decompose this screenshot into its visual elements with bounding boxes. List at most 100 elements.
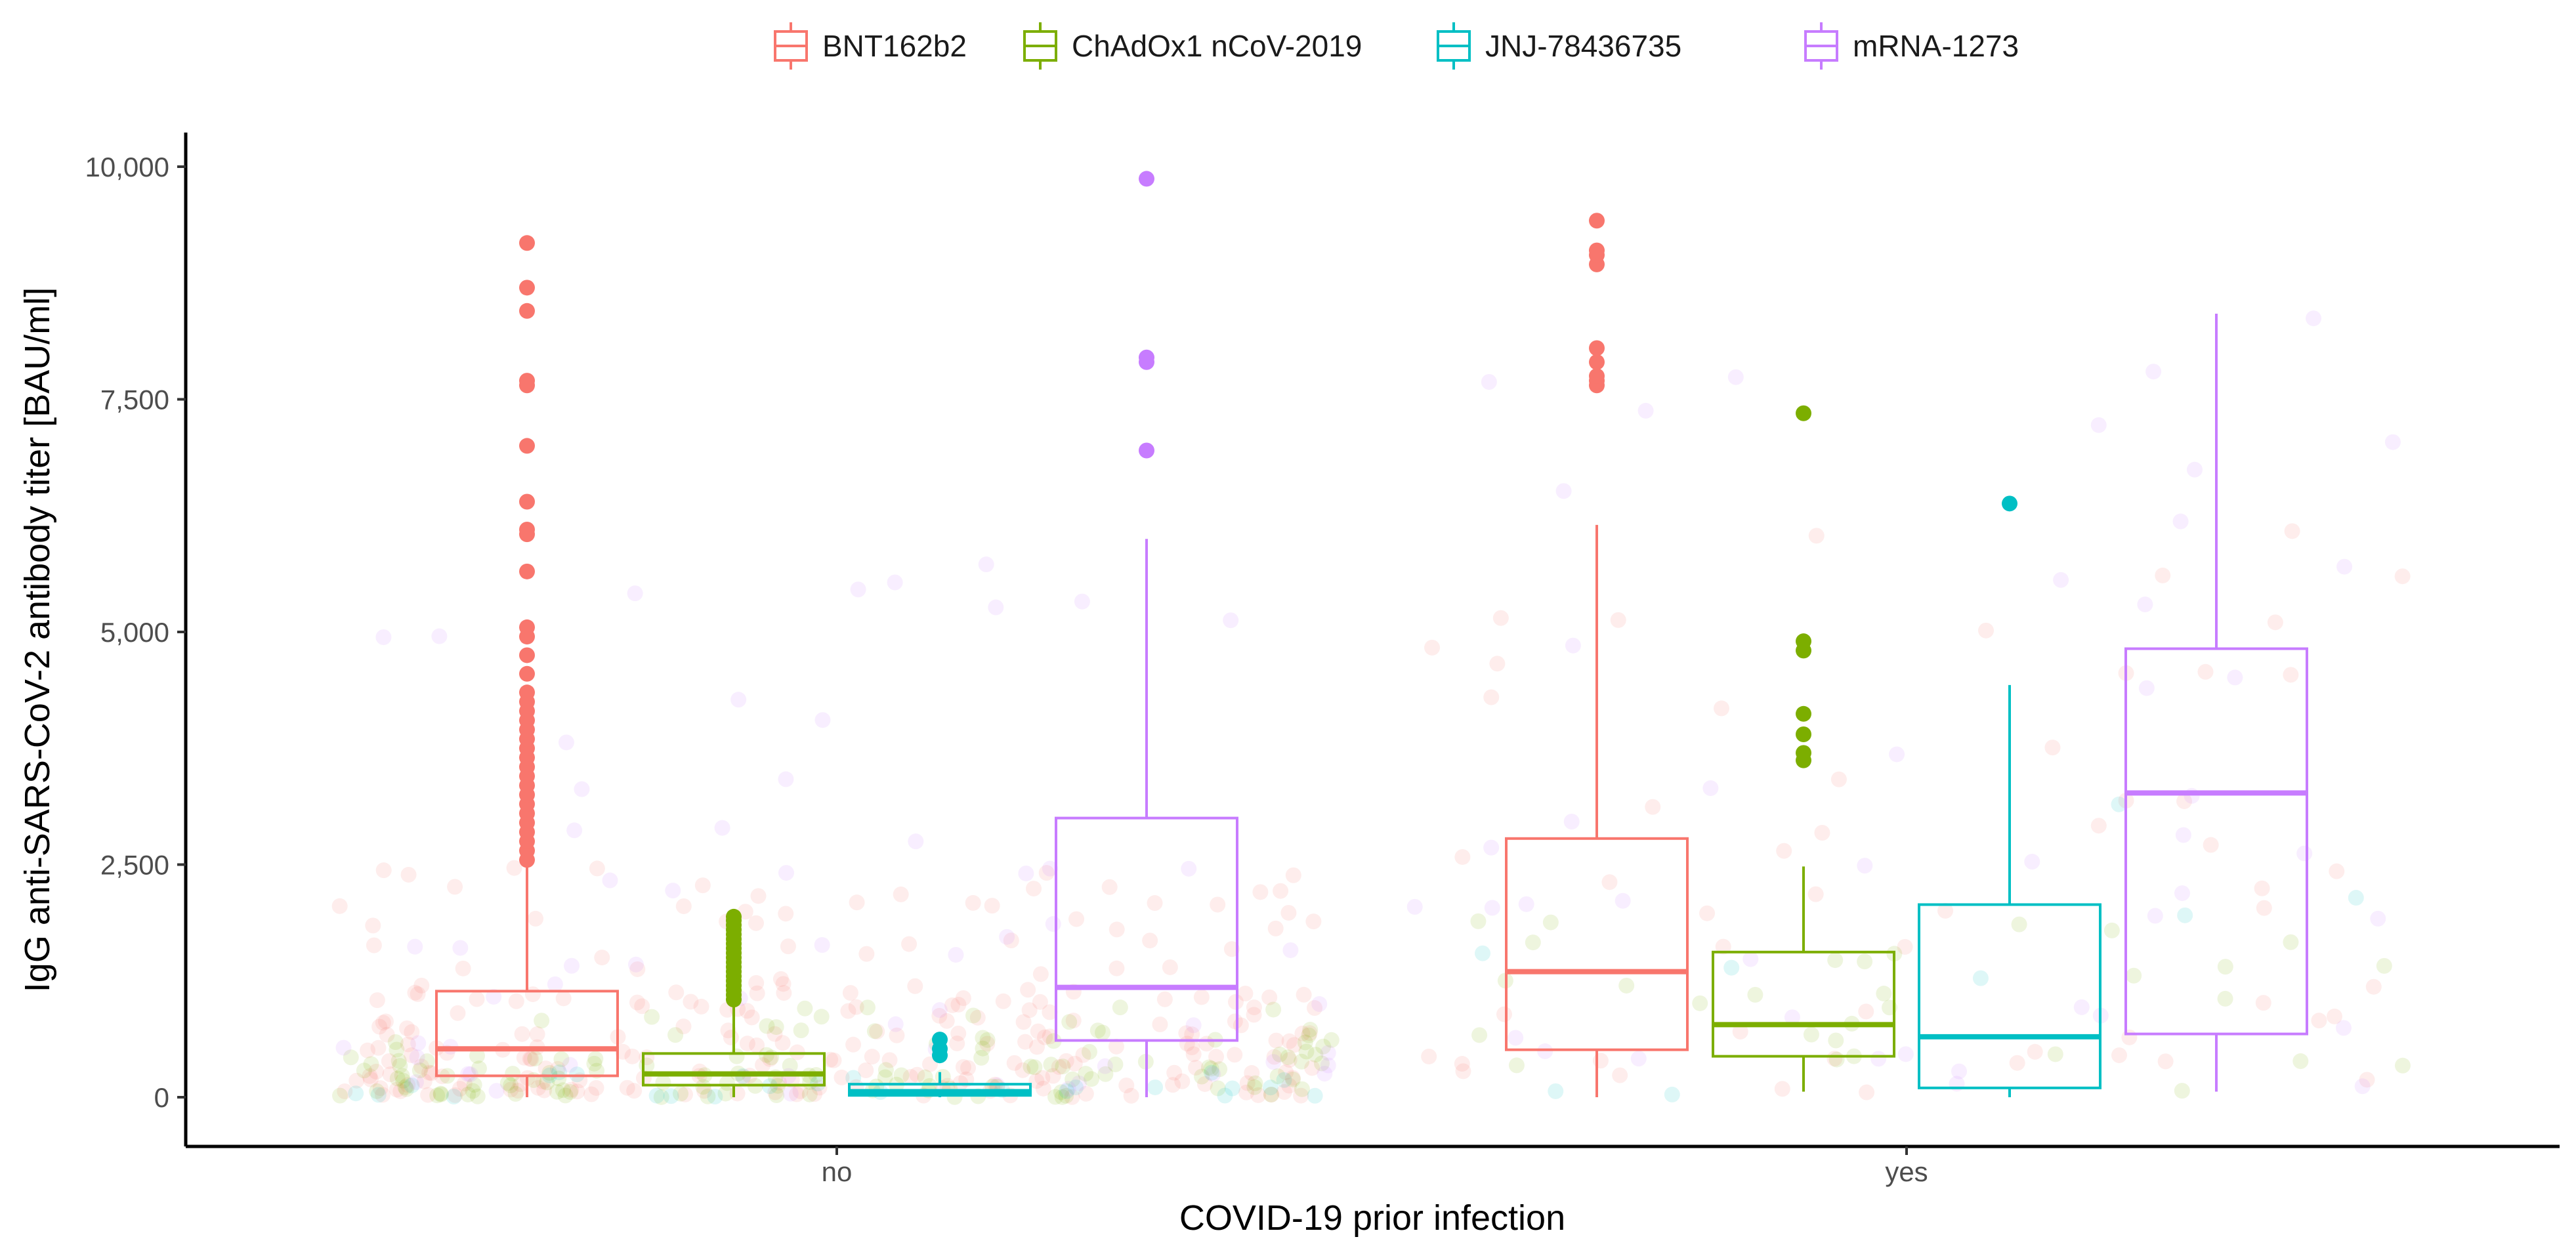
jitter-point (1702, 780, 1719, 797)
outlier-point (1796, 726, 1811, 742)
jitter-point (1483, 689, 1500, 705)
jitter-point (505, 1066, 521, 1082)
outlier-point (1139, 442, 1154, 459)
jitter-point (413, 977, 430, 994)
jitter-point (1285, 1071, 1301, 1087)
jitter-point (634, 998, 650, 1015)
jitter-point (1021, 1002, 1038, 1018)
jitter-point (2370, 910, 2386, 927)
outlier-point (1796, 633, 1811, 650)
jitter-point (2177, 907, 2193, 923)
jitter-point (1261, 989, 1278, 1005)
box-no (848, 1032, 1032, 1097)
outlier-point (519, 280, 535, 296)
jitter-point (392, 1083, 409, 1099)
jitter-point (1023, 1059, 1039, 1075)
jitter-point (1268, 1032, 1284, 1049)
jitter-point (1166, 1064, 1183, 1081)
jitter-point (2011, 916, 2027, 933)
jitter-point (1118, 1077, 1135, 1093)
jitter-point (1147, 895, 1163, 912)
jitter-point (1280, 904, 1297, 921)
jitter-point (858, 946, 875, 962)
jitter-point (1247, 1075, 1263, 1091)
jitter-point (465, 1083, 481, 1099)
jitter-point (1003, 933, 1019, 949)
jitter-point (1320, 1045, 1336, 1061)
jitter-point (2155, 567, 2171, 583)
jitter-point (778, 865, 794, 881)
jitter-point (1296, 986, 1312, 1003)
jitter-point (534, 1013, 550, 1029)
jitter-point (1178, 1025, 1194, 1041)
jitter-point (1265, 1001, 1282, 1018)
jitter-point (655, 1074, 671, 1091)
jitter-point (813, 1009, 830, 1025)
jitter-point (1280, 1049, 1296, 1065)
jitter-point (1142, 933, 1158, 949)
box-no (1055, 171, 1238, 1097)
jitter-point (2024, 854, 2040, 870)
jitter-point (1006, 1055, 1023, 1071)
jitter-point (1304, 1060, 1320, 1076)
jitter-point (1470, 913, 1487, 929)
jitter-point (408, 1074, 424, 1091)
jitter-point (866, 1023, 883, 1039)
jitter-point (562, 1083, 578, 1100)
jitter-point (574, 781, 590, 797)
jitter-point (842, 985, 858, 1001)
jitter-point (488, 1083, 505, 1099)
jitter-point (1026, 1059, 1043, 1076)
outlier-point (519, 303, 535, 319)
jitter-point (1263, 1080, 1279, 1096)
jitter-point (503, 1077, 519, 1093)
jitter-point (965, 1007, 982, 1024)
jitter-point (2227, 669, 2243, 686)
outlier-point (1796, 405, 1811, 421)
jitter-point (1210, 1080, 1226, 1097)
jitter-point (1196, 1076, 1213, 1092)
jitter-point (1109, 921, 1125, 938)
jitter-point (1315, 1038, 1332, 1055)
jitter-point (749, 985, 765, 1001)
jitter-point (1610, 612, 1626, 628)
iqr-box (1055, 816, 1238, 1042)
jitter-point (629, 961, 646, 977)
jitter-point (793, 1022, 809, 1039)
jitter-point (507, 1085, 524, 1102)
outlier-point (1589, 242, 1605, 259)
box-no (642, 908, 826, 1097)
jitter-point (1017, 1034, 1034, 1050)
jitter-point (627, 956, 644, 973)
jitter-point (807, 1086, 823, 1102)
jitter-point (2138, 680, 2155, 696)
jitter-point (433, 1086, 449, 1102)
outlier-point (1139, 349, 1154, 366)
jitter-point (1454, 849, 1471, 865)
outlier-point (519, 373, 535, 389)
jitter-point (707, 1088, 723, 1104)
jitter-point (469, 1088, 486, 1104)
jitter-point (626, 1083, 643, 1099)
jitter-point (1208, 1049, 1225, 1065)
axes (184, 133, 2560, 1148)
jitter-point (2329, 863, 2345, 879)
outlier-point (1589, 368, 1605, 385)
jitter-point (1774, 1081, 1790, 1097)
jitter-point (1723, 959, 1740, 976)
outlier-point (1589, 340, 1605, 356)
jitter-point (1492, 610, 1509, 626)
jitter-point (1223, 612, 1239, 629)
jitter-point (400, 866, 417, 883)
jitter-point (639, 1057, 655, 1074)
jitter-point (1246, 1007, 1262, 1023)
jitter-point (2217, 990, 2233, 1007)
jitter-point (1045, 916, 1061, 933)
jitter-point (1252, 884, 1269, 900)
outlier-point (519, 438, 535, 454)
jitter-point (1537, 1043, 1553, 1059)
jitter-point (975, 1030, 991, 1046)
jitter-point (1185, 1046, 1202, 1062)
jitter-point (462, 1066, 478, 1083)
